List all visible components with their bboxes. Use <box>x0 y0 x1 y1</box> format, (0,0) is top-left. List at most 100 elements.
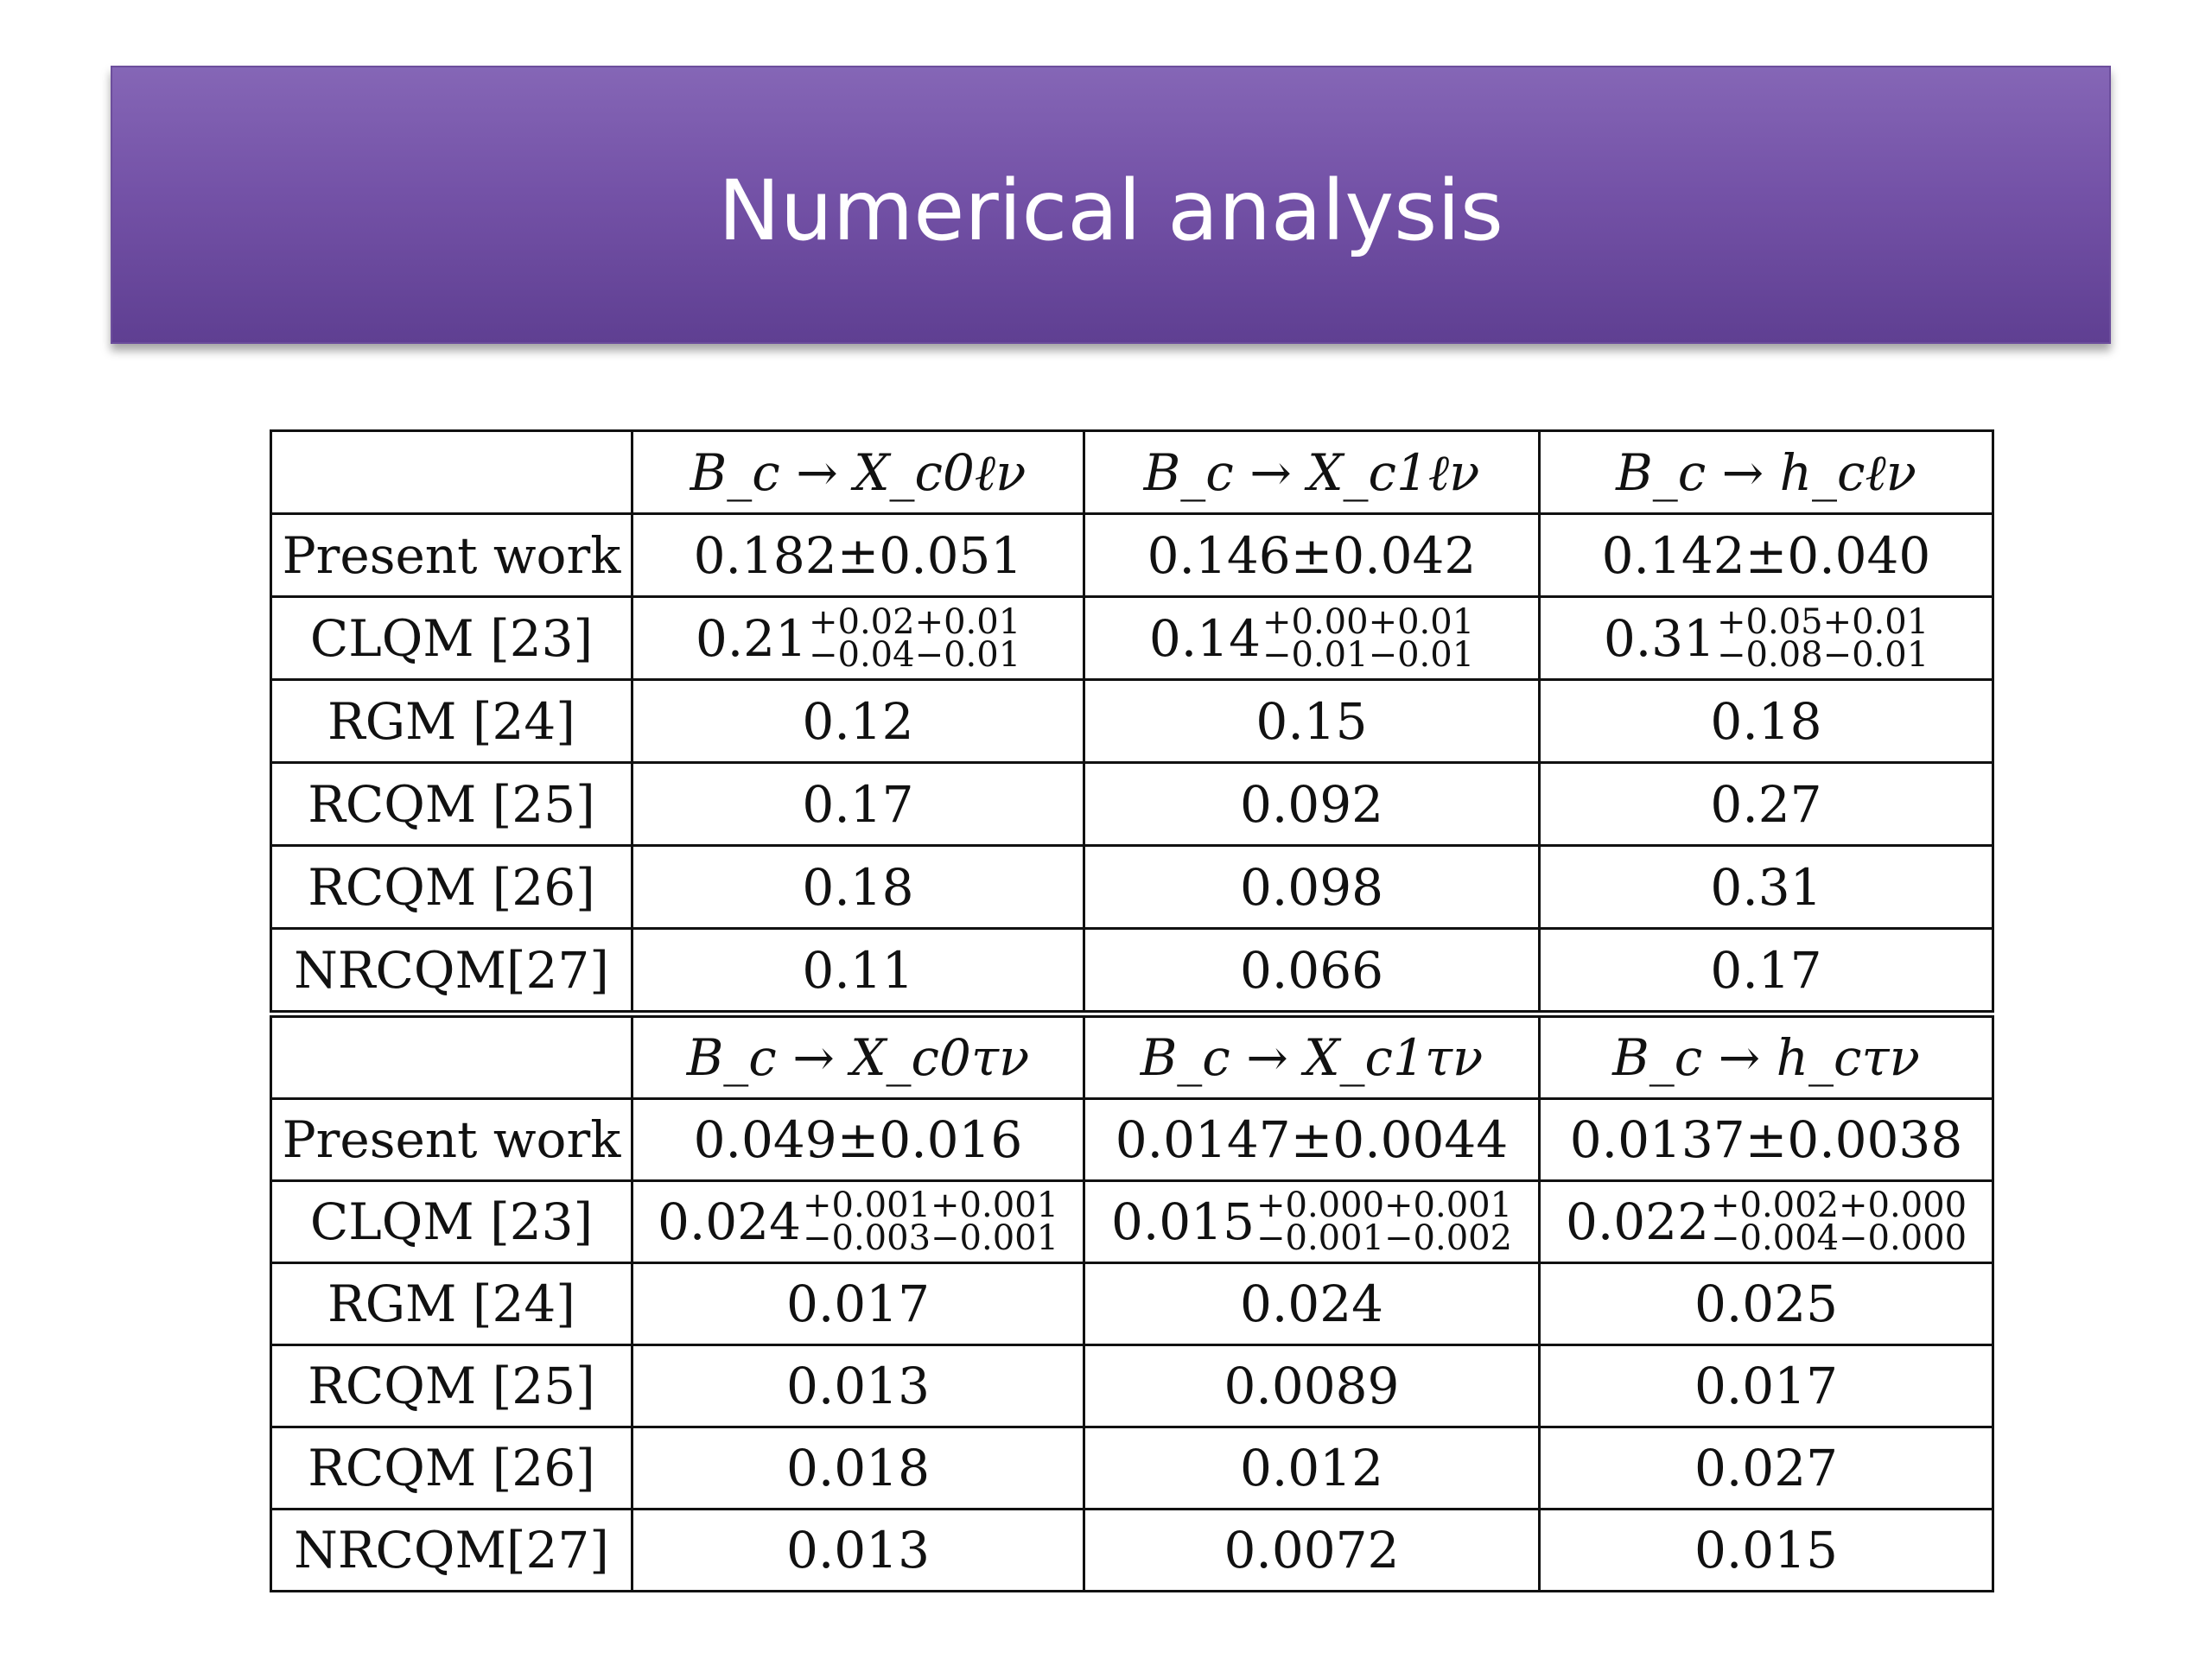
row-label: RGM [24] <box>270 1262 633 1346</box>
value-cell: 0.092 <box>1083 761 1541 847</box>
value-cell: 0.11 <box>631 927 1085 1013</box>
table-row: NRCQM[27] 0.013 0.0072 0.015 <box>270 1508 1994 1592</box>
value-cell: 0.013 <box>631 1508 1085 1592</box>
value-cell: 0.022 +0.002+0.000 −0.004−0.000 <box>1538 1179 1994 1264</box>
column-header: B_c → X_c0τν <box>631 1015 1085 1100</box>
upper-error: +0.05+0.01 <box>1716 601 1929 642</box>
central-value: 0.024 <box>657 1192 801 1251</box>
error-bounds: +0.00+0.01 −0.01−0.01 <box>1262 601 1475 675</box>
table-row: RCQM [26] 0.18 0.098 0.31 <box>270 844 1994 930</box>
row-label: Present work <box>270 512 633 598</box>
asymmetric-error-value: 0.015 +0.000+0.001 −0.001−0.002 <box>1110 1185 1513 1258</box>
row-label: CLQM [23] <box>270 1179 633 1264</box>
column-header: B_c → h_cℓν <box>1538 429 1994 515</box>
table-row: RCQM [26] 0.018 0.012 0.027 <box>270 1426 1994 1510</box>
table-row: RGM [24] 0.12 0.15 0.18 <box>270 678 1994 764</box>
value-cell: 0.049±0.016 <box>631 1097 1085 1182</box>
value-cell: 0.27 <box>1538 761 1994 847</box>
central-value: 0.21 <box>695 608 807 668</box>
upper-error: +0.001+0.001 <box>802 1185 1059 1225</box>
value-cell: 0.024 +0.001+0.001 −0.003−0.001 <box>631 1179 1085 1264</box>
value-cell: 0.146±0.042 <box>1083 512 1541 598</box>
error-bounds: +0.001+0.001 −0.003−0.001 <box>802 1185 1059 1258</box>
corner-cell <box>270 429 633 515</box>
value-cell: 0.012 <box>1083 1426 1541 1510</box>
lower-error: −0.08−0.01 <box>1716 634 1929 675</box>
value-cell: 0.18 <box>631 844 1085 930</box>
value-cell: 0.12 <box>631 678 1085 764</box>
value-cell: 0.024 <box>1083 1262 1541 1346</box>
upper-error: +0.002+0.000 <box>1710 1185 1967 1225</box>
row-label: RGM [24] <box>270 678 633 764</box>
value-cell: 0.182±0.051 <box>631 512 1085 598</box>
value-cell: 0.31 <box>1538 844 1994 930</box>
value-cell: 0.013 <box>631 1344 1085 1428</box>
value-cell: 0.015 <box>1538 1508 1994 1592</box>
table-row: CLQM [23] 0.21 +0.02+0.01 −0.04−0.01 0.14 +0.… <box>270 595 1994 681</box>
lower-error: −0.004−0.000 <box>1710 1218 1967 1258</box>
error-bounds: +0.002+0.000 −0.004−0.000 <box>1710 1185 1967 1258</box>
asymmetric-error-value: 0.31 +0.05+0.01 −0.08−0.01 <box>1603 601 1929 675</box>
upper-error: +0.000+0.001 <box>1255 1185 1513 1225</box>
lower-error: −0.04−0.01 <box>808 634 1021 675</box>
value-cell: 0.018 <box>631 1426 1085 1510</box>
header-row: B_c → X_c0τν B_c → X_c1τν B_c → h_cτν <box>270 1015 1994 1100</box>
table-row: Present work 0.182±0.051 0.146±0.042 0.142±… <box>270 512 1994 598</box>
table-row: Present work 0.049±0.016 0.0147±0.0044 0.01… <box>270 1097 1994 1182</box>
value-cell: 0.31 +0.05+0.01 −0.08−0.01 <box>1538 595 1994 681</box>
column-header: B_c → X_c1τν <box>1083 1015 1541 1100</box>
value-cell: 0.21 +0.02+0.01 −0.04−0.01 <box>631 595 1085 681</box>
row-label: NRCQM[27] <box>270 1508 633 1592</box>
table-row: RCQM [25] 0.013 0.0089 0.017 <box>270 1344 1994 1428</box>
upper-error: +0.00+0.01 <box>1262 601 1475 642</box>
value-cell: 0.0072 <box>1083 1508 1541 1592</box>
title-banner: Numerical analysis <box>111 66 2111 344</box>
value-cell: 0.025 <box>1538 1262 1994 1346</box>
asymmetric-error-value: 0.14 +0.00+0.01 −0.01−0.01 <box>1148 601 1475 675</box>
value-cell: 0.18 <box>1538 678 1994 764</box>
upper-error: +0.02+0.01 <box>808 601 1021 642</box>
table-row: RCQM [25] 0.17 0.092 0.27 <box>270 761 1994 847</box>
asymmetric-error-value: 0.024 +0.001+0.001 −0.003−0.001 <box>657 1185 1059 1258</box>
central-value: 0.14 <box>1148 608 1261 668</box>
error-bounds: +0.000+0.001 −0.001−0.002 <box>1255 1185 1513 1258</box>
central-value: 0.022 <box>1565 1192 1709 1251</box>
lower-error: −0.003−0.001 <box>802 1218 1059 1258</box>
value-cell: 0.066 <box>1083 927 1541 1013</box>
table-row: RGM [24] 0.017 0.024 0.025 <box>270 1262 1994 1346</box>
asymmetric-error-value: 0.21 +0.02+0.01 −0.04−0.01 <box>695 601 1021 675</box>
slide-title: Numerical analysis <box>718 162 1503 259</box>
table-row: CLQM [23] 0.024 +0.001+0.001 −0.003−0.001 0.… <box>270 1179 1994 1264</box>
row-label: CLQM [23] <box>270 595 633 681</box>
value-cell: 0.098 <box>1083 844 1541 930</box>
value-cell: 0.15 <box>1083 678 1541 764</box>
value-cell: 0.17 <box>631 761 1085 847</box>
lower-error: −0.01−0.01 <box>1262 634 1475 675</box>
central-value: 0.015 <box>1110 1192 1255 1251</box>
column-header: B_c → X_c1ℓν <box>1083 429 1541 515</box>
value-cell: 0.17 <box>1538 927 1994 1013</box>
central-value: 0.31 <box>1603 608 1715 668</box>
value-cell: 0.017 <box>631 1262 1085 1346</box>
row-label: RCQM [26] <box>270 844 633 930</box>
value-cell: 0.0089 <box>1083 1344 1541 1428</box>
asymmetric-error-value: 0.022 +0.002+0.000 −0.004−0.000 <box>1565 1185 1967 1258</box>
value-cell: 0.015 +0.000+0.001 −0.001−0.002 <box>1083 1179 1541 1264</box>
table-body: B_c → X_c0ℓν B_c → X_c1ℓν B_c → h_cℓν Prese… <box>270 429 1994 1013</box>
table-row: NRCQM[27] 0.11 0.066 0.17 <box>270 927 1994 1013</box>
value-cell: 0.017 <box>1538 1344 1994 1428</box>
row-label: RCQM [26] <box>270 1426 633 1510</box>
value-cell: 0.027 <box>1538 1426 1994 1510</box>
value-cell: 0.142±0.040 <box>1538 512 1994 598</box>
row-label: RCQM [25] <box>270 761 633 847</box>
value-cell: 0.0137±0.0038 <box>1538 1097 1994 1182</box>
row-label: RCQM [25] <box>270 1344 633 1428</box>
error-bounds: +0.02+0.01 −0.04−0.01 <box>808 601 1021 675</box>
header-row: B_c → X_c0ℓν B_c → X_c1ℓν B_c → h_cℓν <box>270 429 1994 515</box>
value-cell: 0.0147±0.0044 <box>1083 1097 1541 1182</box>
row-label: Present work <box>270 1097 633 1182</box>
table-tau: B_c → X_c0τν B_c → X_c1τν B_c → h_cτν Prese… <box>270 1015 1994 1592</box>
lower-error: −0.001−0.002 <box>1255 1218 1513 1258</box>
column-header: B_c → h_cτν <box>1538 1015 1994 1100</box>
table-leptonic: B_c → X_c0ℓν B_c → X_c1ℓν B_c → h_cℓν Prese… <box>270 429 1994 1013</box>
